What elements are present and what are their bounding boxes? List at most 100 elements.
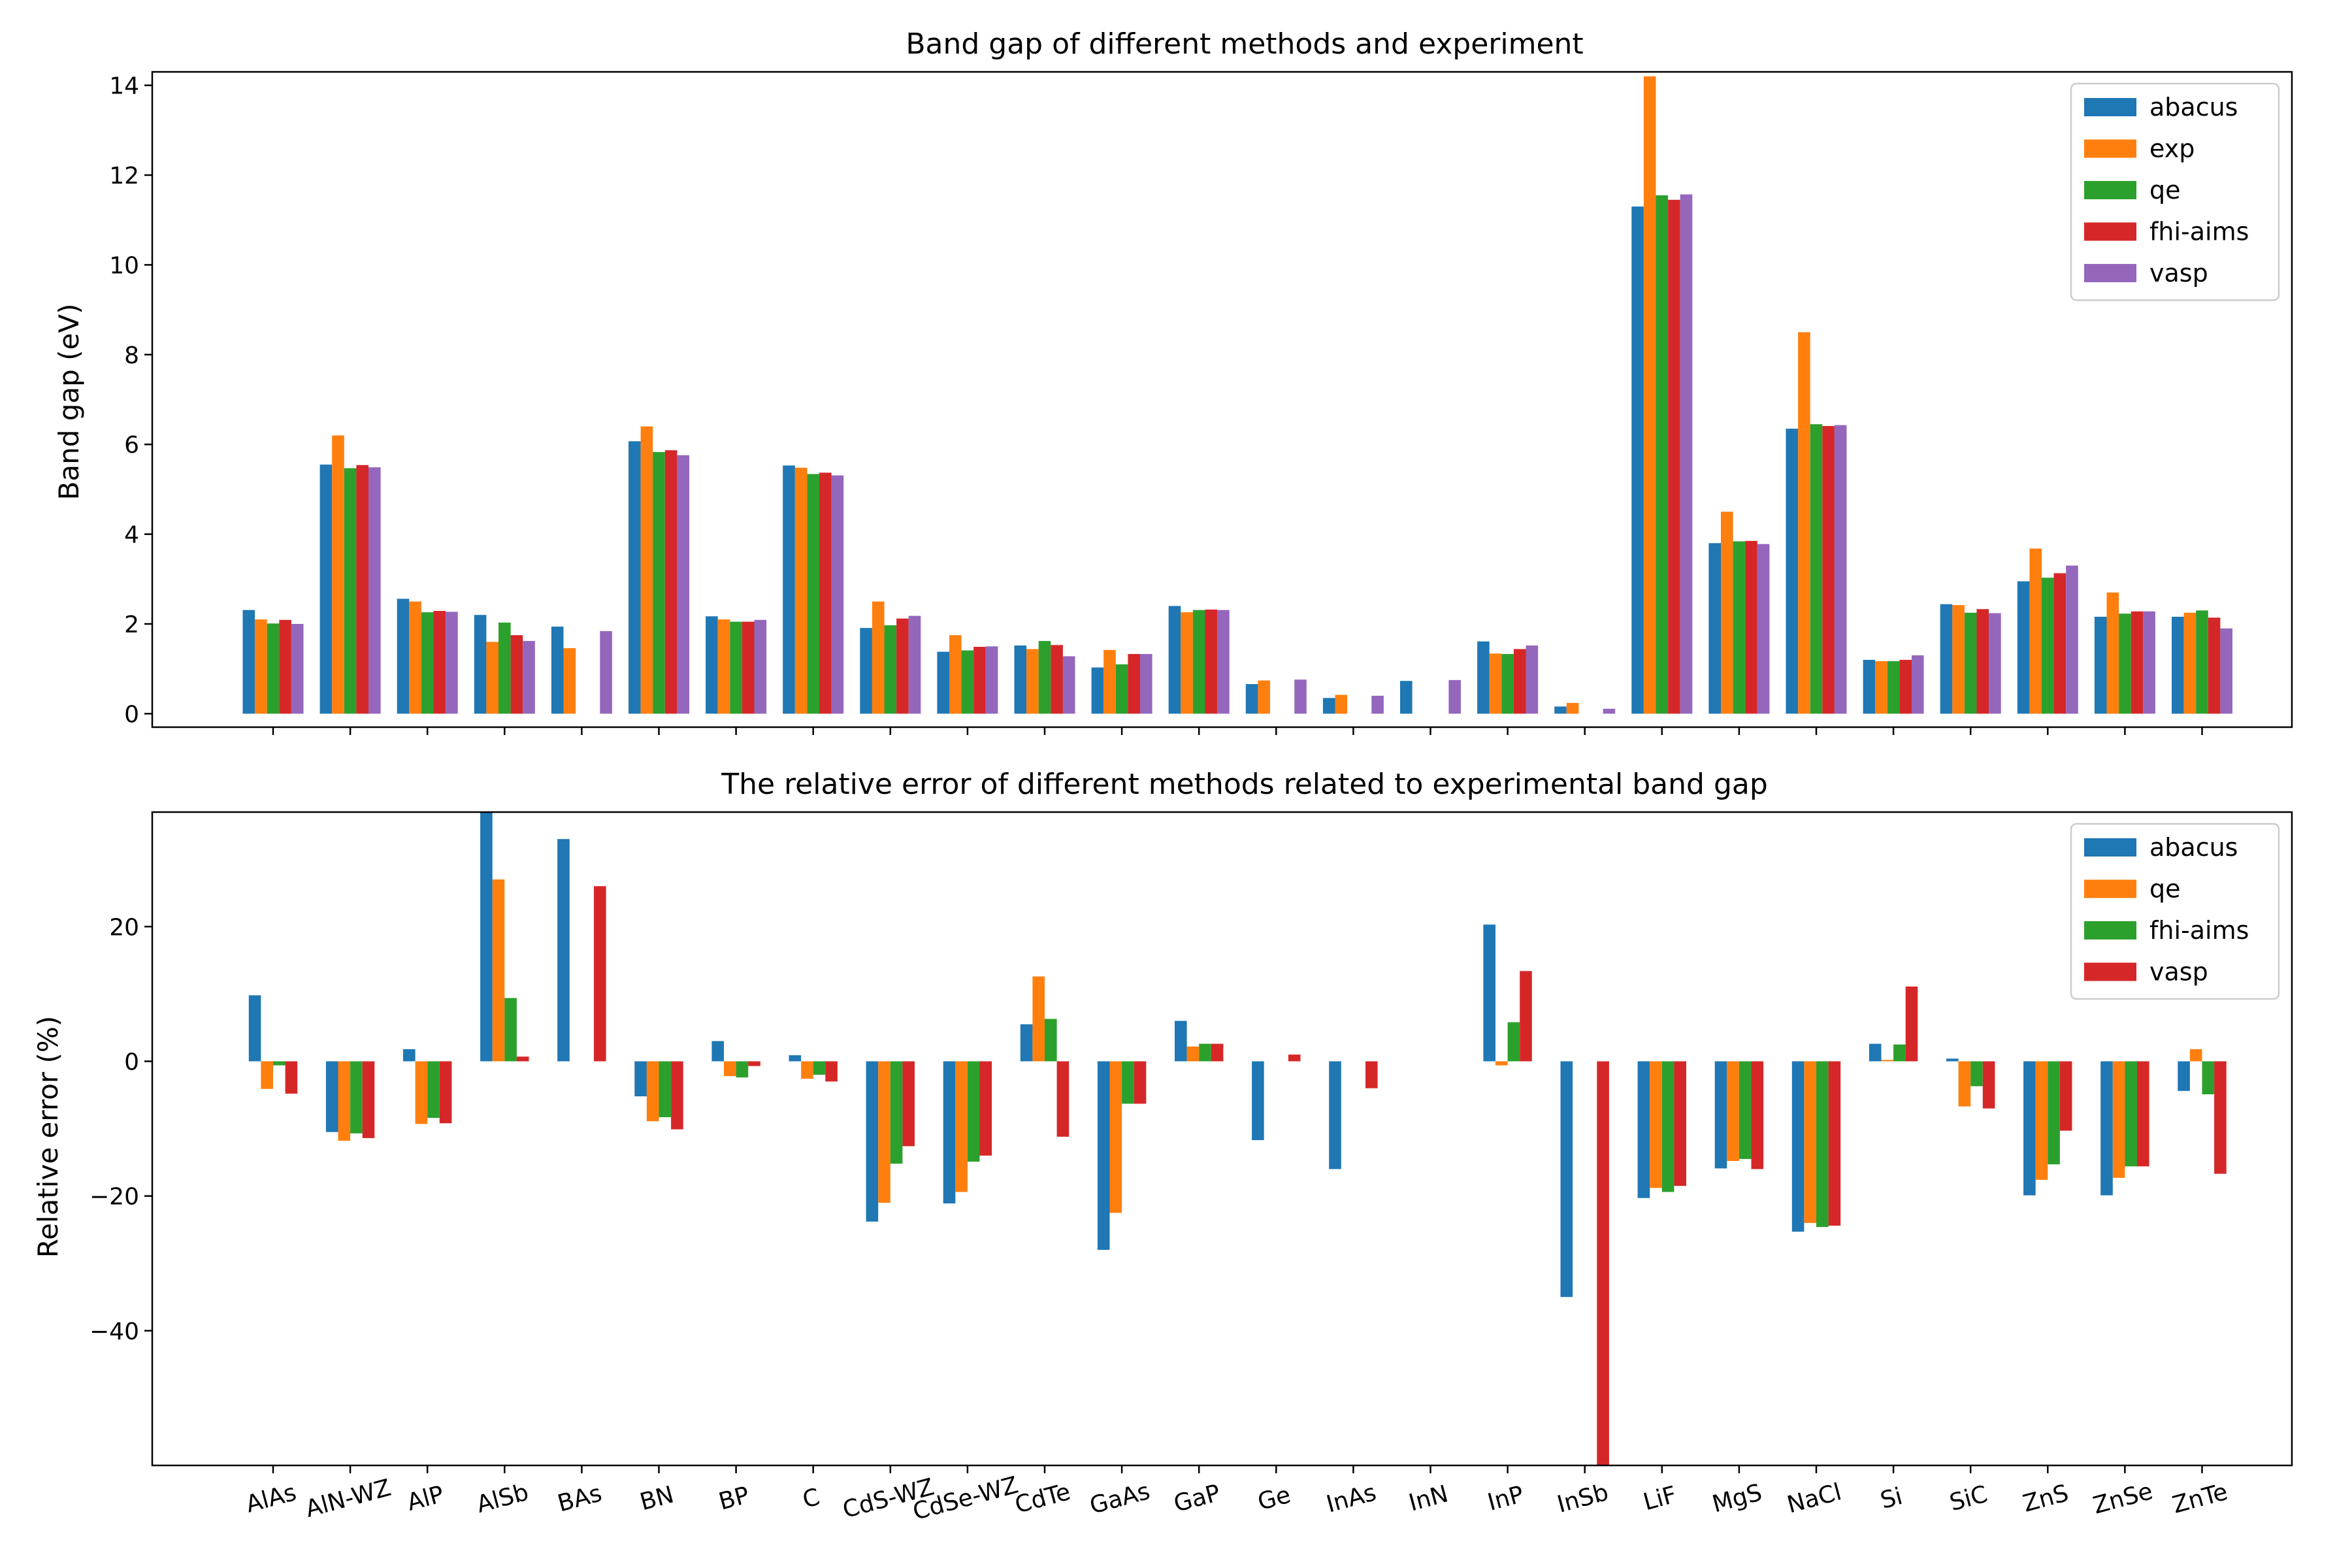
bar-group [242, 76, 2232, 714]
x-tick-label: InAs [1324, 1479, 1379, 1518]
bar-vasp-BAs [594, 886, 606, 1062]
bar-fhi-aims-Si [1893, 1044, 1906, 1062]
bar-qe-LiF [1650, 1061, 1662, 1188]
bar-qe-CdTe [1038, 641, 1051, 714]
bar-abacus-NaCl [1791, 1061, 1805, 1232]
bar-qe-MgS [1727, 1061, 1739, 1162]
bar-vasp-LiF [1680, 194, 1693, 714]
bar-qe-ZnSe [2119, 613, 2131, 714]
bar-abacus-Si [1863, 659, 1876, 714]
bar-qe-GaP [1186, 1046, 1200, 1062]
bar-abacus-C [783, 465, 795, 714]
bar-abacus-InAs [1329, 1061, 1341, 1169]
bar-fhi-aims-ZnTe [2202, 1061, 2215, 1094]
y-axis-label: Band gap (eV) [53, 304, 85, 500]
bar-qe-CdSe-WZ [961, 650, 974, 714]
bar-fhi-aims-AlSb [510, 635, 523, 714]
legend-swatch [2084, 838, 2136, 857]
x-tick-label: BAs [555, 1480, 604, 1517]
bar-vasp-ZnTe [2214, 1061, 2227, 1174]
bar-qe-ZnSe [2112, 1061, 2125, 1178]
bar-abacus-ZnTe [2178, 1061, 2190, 1091]
axes-frame [151, 811, 2293, 1467]
bar-fhi-aims-InP [1507, 1022, 1520, 1062]
bar-fhi-aims-MgS [1739, 1061, 1752, 1159]
bar-vasp-AlAs [291, 623, 304, 714]
bar-vasp-GaP [1217, 610, 1230, 714]
bar-fhi-aims-ZnS [2053, 573, 2066, 714]
bar-abacus-CdSe-WZ [937, 651, 949, 714]
y-tick-label: 4 [124, 522, 139, 549]
bar-qe-ZnTe [2196, 610, 2208, 714]
y-tick-label: −20 [90, 1184, 139, 1211]
bar-vasp-BN [671, 1061, 683, 1130]
bar-exp-InAs [1335, 694, 1348, 714]
x-tick-label: ZnS [2020, 1480, 2072, 1518]
legend-swatch [2084, 879, 2136, 898]
bar-exp-AlSb [486, 642, 498, 714]
bar-abacus-AlN-WZ [319, 465, 333, 714]
x-tick-label: InP [1485, 1481, 1527, 1516]
bar-vasp-ZnSe [2143, 611, 2155, 714]
legend-box [2070, 823, 2280, 1000]
x-tick-label: ZnTe [2170, 1478, 2230, 1519]
bar-abacus-BAs [557, 839, 570, 1062]
bar-fhi-aims-GaAs [1122, 1061, 1134, 1104]
bar-qe-C [801, 1061, 813, 1079]
bar-vasp-Si [1905, 987, 1918, 1062]
bar-vasp-C [825, 1061, 838, 1082]
bar-abacus-InAs [1322, 698, 1335, 714]
bar-group [248, 812, 2227, 1465]
y-tick-label: −40 [90, 1318, 139, 1345]
bar-qe-Si [1881, 1060, 1894, 1062]
bar-vasp-MgS [1751, 1061, 1764, 1169]
bar-qe-NaCl [1804, 1061, 1816, 1223]
bar-vasp-LiF [1674, 1061, 1686, 1186]
bar-abacus-LiF [1637, 1061, 1650, 1198]
bar-exp-AlP [409, 601, 421, 714]
bar-qe-AlN-WZ [344, 468, 357, 714]
bar-abacus-SiC [1940, 604, 1953, 714]
bar-exp-CdSe-WZ [949, 635, 962, 714]
bar-abacus-MgS [1714, 1061, 1727, 1169]
legend-swatch [2084, 98, 2136, 116]
bar-vasp-InAs [1365, 1061, 1378, 1088]
bar-vasp-GaAs [1140, 654, 1152, 714]
bar-abacus-AlP [397, 598, 410, 714]
bar-abacus-GaP [1168, 606, 1181, 714]
bar-fhi-aims-AlAs [279, 619, 291, 714]
bar-abacus-InP [1483, 924, 1495, 1062]
bar-fhi-aims-BP [736, 1061, 749, 1078]
bar-fhi-aims-CdSe-WZ [973, 647, 986, 714]
bar-vasp-ZnS [2059, 1061, 2072, 1131]
bar-abacus-ZnS [2017, 581, 2030, 714]
bar-abacus-BP [706, 616, 718, 714]
bar-fhi-aims-InP [1513, 649, 1526, 714]
bar-exp-BN [640, 426, 653, 714]
bar-vasp-ZnSe [2137, 1061, 2149, 1167]
bar-exp-GaAs [1103, 649, 1116, 714]
bar-vasp-SiC [1989, 613, 2001, 714]
bar-qe-ZnTe [2189, 1049, 2202, 1062]
bar-abacus-InSb [1560, 1061, 1573, 1298]
bar-qe-GaAs [1115, 664, 1128, 714]
bar-qe-CdSe-WZ [955, 1061, 968, 1192]
bar-vasp-ZnTe [2220, 628, 2232, 714]
x-tick-label: MgS [1710, 1479, 1765, 1518]
bar-abacus-InN [1400, 681, 1413, 714]
bar-qe-SiC [1958, 1061, 1971, 1107]
bar-fhi-aims-AlP [433, 611, 446, 714]
y-tick-label: 10 [109, 252, 139, 279]
bar-vasp-CdS-WZ [908, 615, 921, 714]
bar-abacus-AlSb [474, 615, 487, 714]
bar-abacus-AlSb [480, 812, 493, 1062]
bar-abacus-Ge [1252, 1061, 1264, 1141]
bar-qe-InP [1501, 654, 1514, 714]
bar-fhi-aims-SiC [1970, 1061, 1983, 1086]
bar-abacus-ZnSe [2100, 1061, 2113, 1196]
x-tick-label: LiF [1641, 1482, 1680, 1516]
bar-qe-AlN-WZ [338, 1061, 351, 1141]
legend-label: vasp [2149, 259, 2208, 287]
legend-swatch [2084, 921, 2136, 939]
y-tick-label: 0 [124, 1049, 139, 1075]
